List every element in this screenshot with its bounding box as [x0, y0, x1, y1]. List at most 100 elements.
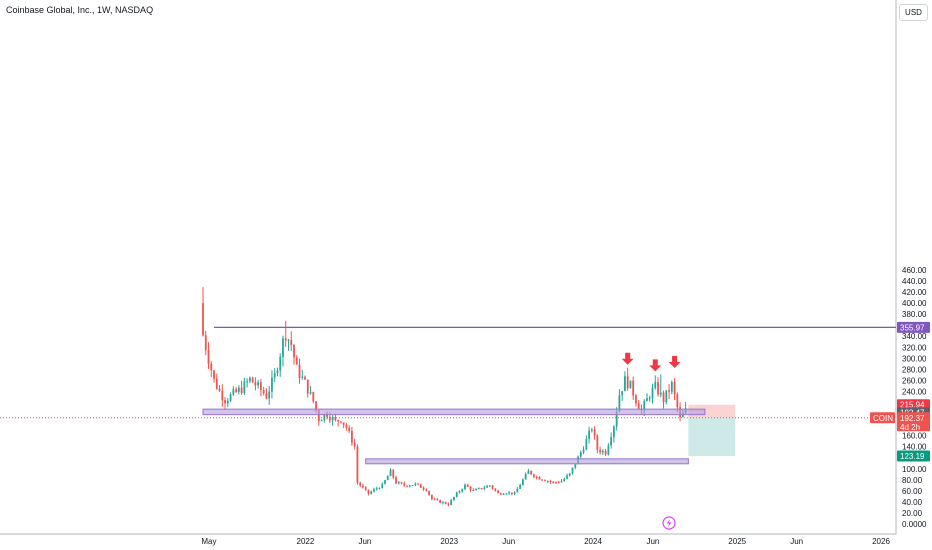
- price-tick-label: 320.00: [902, 343, 927, 352]
- currency-button[interactable]: USD: [899, 4, 928, 21]
- support-zone[interactable]: [202, 408, 706, 416]
- candle-body: [502, 494, 505, 496]
- candle-body: [670, 382, 673, 392]
- candle-body: [408, 485, 411, 487]
- support-zone[interactable]: [365, 458, 689, 465]
- price-tick-label: 440.00: [902, 277, 927, 286]
- candle-body: [450, 499, 453, 505]
- price-tick-label: 160.00: [902, 432, 927, 441]
- candle-body: [430, 494, 433, 500]
- candle-body: [428, 490, 431, 495]
- candle-body: [348, 427, 351, 431]
- candle-body: [237, 387, 240, 392]
- candle-body: [320, 420, 323, 422]
- candle-body: [629, 380, 632, 389]
- candle-body: [466, 484, 469, 487]
- candle-body: [472, 489, 475, 491]
- candle-body: [626, 376, 629, 389]
- take-profit-area[interactable]: [688, 417, 736, 456]
- countdown-label: 4d 2h: [900, 423, 920, 432]
- candle-body: [306, 379, 309, 394]
- candle-body: [290, 339, 293, 346]
- candle-body: [533, 474, 535, 477]
- price-tick-label: 340.00: [902, 332, 927, 341]
- price-tick-label: 240.00: [902, 387, 927, 396]
- price-tick-label: 420.00: [902, 288, 927, 297]
- candle-body: [508, 492, 511, 494]
- candle-body: [610, 437, 613, 446]
- candle-body: [624, 376, 626, 392]
- candle-body: [491, 485, 494, 489]
- candle-body: [375, 488, 378, 490]
- target-price-tag-bg: [897, 450, 930, 462]
- candle-body: [293, 345, 295, 358]
- arrow-down-icon: [649, 359, 662, 372]
- candle-body: [328, 416, 331, 421]
- candle-body: [301, 376, 304, 378]
- candle-body: [557, 482, 560, 484]
- candle-body: [590, 429, 593, 431]
- candle-body: [334, 417, 337, 421]
- candle-body: [248, 377, 251, 382]
- candle-body: [414, 483, 417, 486]
- candle-body: [593, 429, 596, 436]
- candle-body: [632, 380, 635, 396]
- candle-body: [351, 430, 353, 443]
- candle-body: [555, 482, 557, 484]
- candle-body: [265, 393, 268, 399]
- candle-body: [538, 476, 541, 480]
- candle-body: [588, 430, 590, 439]
- lightning-icon[interactable]: [662, 516, 676, 530]
- time-tick-label: 2022: [297, 537, 315, 546]
- candle-body: [524, 474, 527, 480]
- candle-body: [657, 382, 659, 395]
- price-tick-label: 140.00: [902, 443, 927, 452]
- candle-body: [240, 387, 243, 394]
- candle-body: [260, 382, 262, 391]
- candle-body: [637, 403, 640, 409]
- candle-body: [243, 381, 246, 394]
- candle-body: [475, 488, 477, 491]
- candle-body: [563, 478, 566, 482]
- candle-body: [411, 485, 414, 487]
- candle-body: [282, 338, 284, 357]
- candle-body: [519, 484, 522, 489]
- candle-body: [221, 390, 224, 401]
- candle-body: [477, 487, 480, 489]
- candle-body: [659, 392, 662, 395]
- candle-body: [668, 390, 670, 392]
- candle-body: [541, 479, 544, 481]
- candle-body: [621, 391, 624, 396]
- candle-body: [276, 370, 279, 374]
- price-tick-label: 80.00: [902, 476, 923, 485]
- price-tick-label: 400.00: [902, 299, 927, 308]
- time-tick-label: 2024: [584, 537, 602, 546]
- candle-body: [422, 487, 425, 490]
- candle-body: [648, 397, 651, 399]
- candle-body: [386, 476, 389, 481]
- candle-body: [612, 426, 615, 438]
- time-tick-label: Jun: [790, 537, 803, 546]
- candle-body: [337, 420, 340, 422]
- candle-body: [257, 382, 260, 386]
- candle-body: [654, 382, 657, 388]
- price-tick-label: 40.00: [902, 498, 923, 507]
- candle-body: [646, 398, 648, 402]
- candle-body: [406, 485, 408, 487]
- price-tick-label: 380.00: [902, 310, 927, 319]
- candle-body: [298, 364, 301, 378]
- candle-body: [273, 373, 276, 378]
- candle-body: [439, 499, 442, 503]
- price-tick-label: 460.00: [902, 266, 927, 275]
- candle-body: [530, 470, 533, 475]
- candle-body: [364, 487, 367, 490]
- candle-body: [527, 470, 530, 475]
- candle-body: [458, 491, 461, 493]
- candle-body: [378, 488, 381, 490]
- time-tick-label: 2026: [872, 537, 890, 546]
- candle-body: [218, 388, 221, 391]
- candle-body: [568, 473, 571, 476]
- symbol-tag-bg: [870, 412, 895, 424]
- candle-body: [251, 377, 254, 383]
